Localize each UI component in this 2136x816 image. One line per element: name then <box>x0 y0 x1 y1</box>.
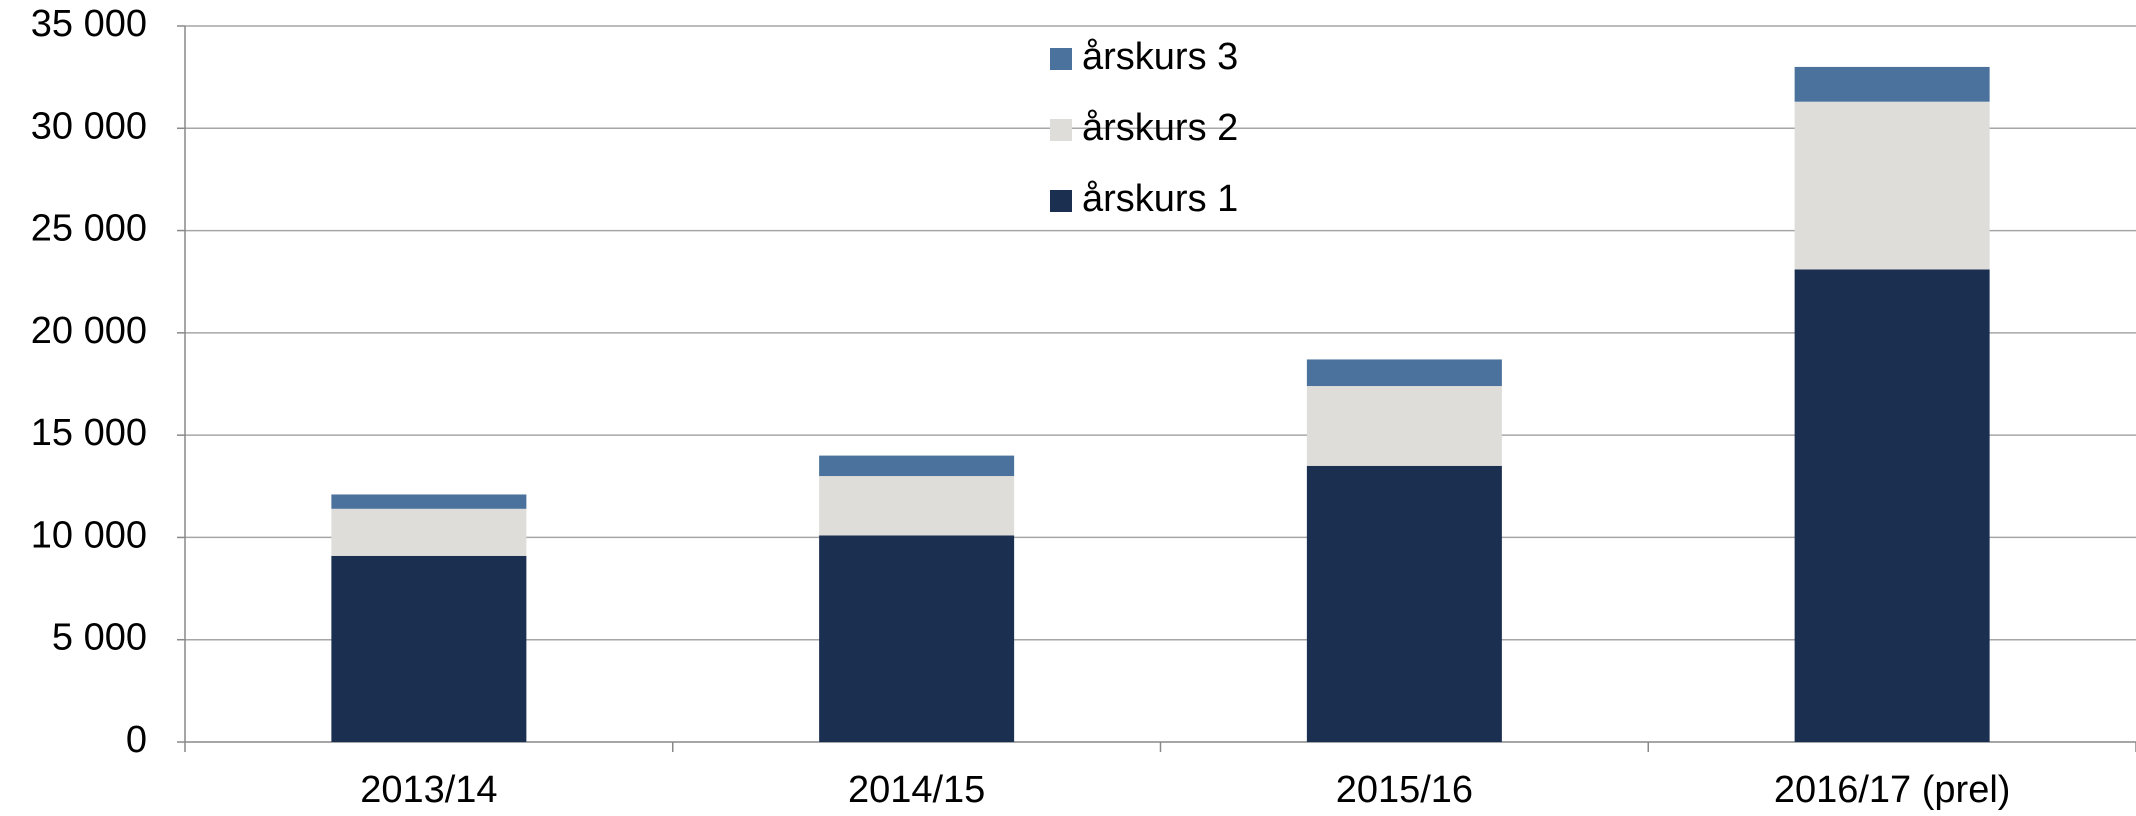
bar-segment <box>1306 386 1502 466</box>
legend-swatch <box>1050 48 1072 70</box>
bar-segment <box>1794 269 1990 742</box>
y-tick-label: 5 000 <box>52 617 147 659</box>
legend-swatch <box>1050 119 1072 141</box>
x-tick-label: 2016/17 (prel) <box>1774 769 2011 811</box>
bar-segment <box>1794 101 1990 270</box>
y-tick-label: 10 000 <box>31 514 147 556</box>
bar-segment <box>331 508 527 556</box>
bar-segment <box>331 555 527 742</box>
x-tick-label: 2014/15 <box>848 769 985 811</box>
legend-label: årskurs 3 <box>1082 36 1238 78</box>
bar-segment <box>1306 359 1502 387</box>
bar-segment <box>819 535 1015 742</box>
y-tick-label: 35 000 <box>31 3 147 45</box>
y-tick-label: 25 000 <box>31 208 147 250</box>
x-tick-label: 2015/16 <box>1336 769 1473 811</box>
bar-segment <box>1794 66 1990 102</box>
legend-label: årskurs 1 <box>1082 178 1238 220</box>
y-tick-label: 30 000 <box>31 105 147 147</box>
y-tick-label: 0 <box>126 719 147 761</box>
y-tick-label: 15 000 <box>31 412 147 454</box>
bar-segment <box>331 494 527 509</box>
legend-label: årskurs 2 <box>1082 107 1238 149</box>
bar-segment <box>1306 465 1502 742</box>
y-tick-label: 20 000 <box>31 310 147 352</box>
x-tick-label: 2013/14 <box>360 769 497 811</box>
bar-segment <box>819 455 1015 477</box>
legend-swatch <box>1050 190 1072 212</box>
bar-segment <box>819 476 1015 536</box>
